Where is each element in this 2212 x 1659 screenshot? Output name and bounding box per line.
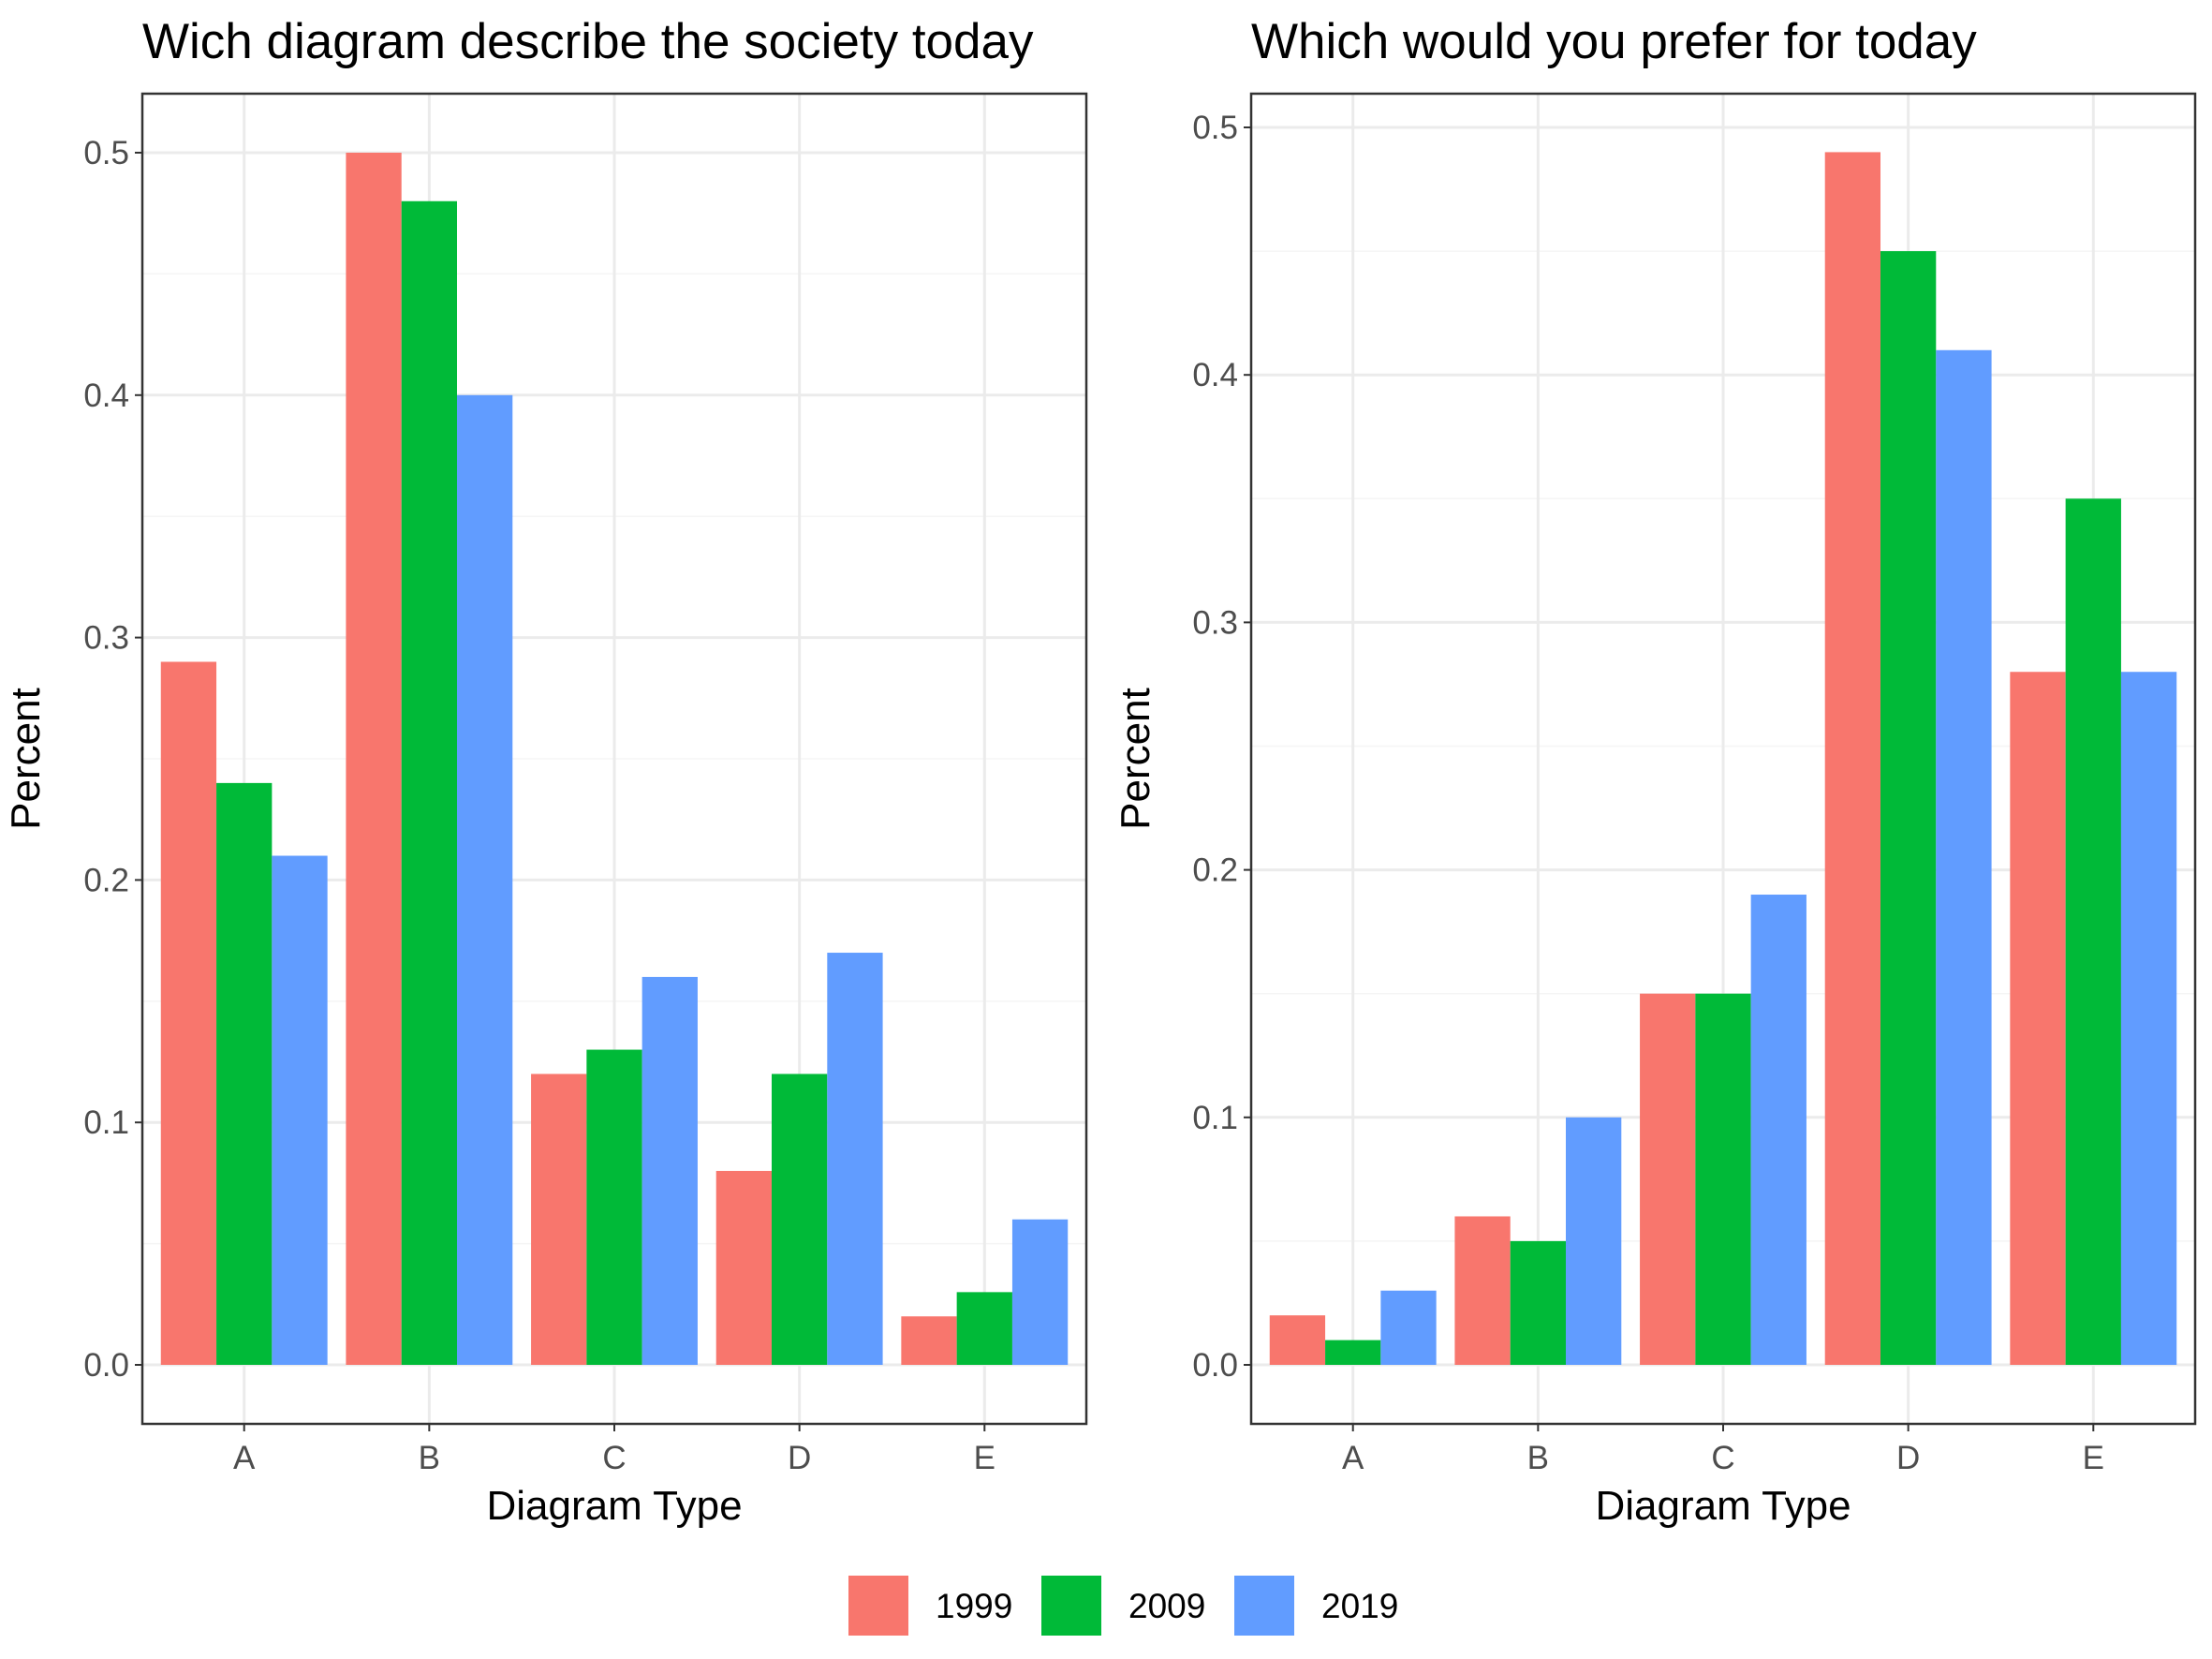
panel-border <box>140 92 1088 1426</box>
y-axis-title: Percent <box>1113 688 1158 830</box>
x-tick-label: A <box>1342 1440 1364 1476</box>
legend-label-1999: 1999 <box>936 1587 1012 1625</box>
y-tick-label: 0.2 <box>83 862 129 898</box>
bar-1999-A <box>160 661 217 1365</box>
x-tick-label: C <box>1711 1440 1734 1476</box>
x-axis-title: Diagram Type <box>1595 1483 1851 1529</box>
y-tick-label: 0.0 <box>1192 1347 1238 1384</box>
bar-2019-E <box>2120 672 2177 1365</box>
y-tick-label: 0.3 <box>83 620 129 657</box>
bar-2019-B <box>457 394 513 1365</box>
bar-2009-A <box>216 782 273 1365</box>
y-tick-label: 0.1 <box>83 1104 129 1141</box>
bar-2009-D <box>772 1074 828 1365</box>
legend-swatch-1999 <box>848 1576 908 1636</box>
bar-1999-B <box>346 153 402 1365</box>
x-tick-label: D <box>788 1440 811 1476</box>
bar-1999-B <box>1454 1216 1511 1365</box>
x-tick-label: A <box>233 1440 256 1476</box>
bar-1999-C <box>531 1074 587 1365</box>
bar-2019-A <box>1380 1290 1437 1365</box>
legend-label-2009: 2009 <box>1128 1587 1205 1625</box>
bar-2009-C <box>586 1049 642 1365</box>
y-tick-label: 0.4 <box>83 378 129 414</box>
bar-2009-B <box>401 200 457 1365</box>
bar-2009-B <box>1510 1240 1566 1365</box>
x-tick-label: E <box>2083 1440 2104 1476</box>
chart-title: Which would you prefer for today <box>1251 14 1977 69</box>
legend-swatch-2019 <box>1234 1576 1294 1636</box>
x-tick-label: C <box>602 1440 626 1476</box>
chart-title: Wich diagram describe the society today <box>142 14 1034 69</box>
x-tick-label: D <box>1896 1440 1920 1476</box>
panel-border <box>1249 92 2197 1426</box>
bar-1999-E <box>2010 672 2066 1365</box>
bar-2019-B <box>1566 1117 1622 1365</box>
bar-1999-D <box>1824 152 1880 1365</box>
y-tick-label: 0.3 <box>1192 604 1238 641</box>
bar-2019-C <box>641 976 698 1365</box>
x-tick-label: E <box>974 1440 995 1476</box>
bar-2019-D <box>827 953 883 1365</box>
y-tick-label: 0.2 <box>1192 852 1238 889</box>
bar-1999-A <box>1269 1315 1326 1365</box>
bar-2009-E <box>956 1292 1012 1365</box>
x-tick-label: B <box>419 1440 440 1476</box>
y-tick-label: 0.1 <box>1192 1100 1238 1136</box>
bar-2019-E <box>1011 1219 1069 1365</box>
y-tick-label: 0.0 <box>83 1347 129 1384</box>
bar-2009-C <box>1695 993 1751 1365</box>
bar-2019-C <box>1750 895 1806 1365</box>
x-axis-title: Diagram Type <box>486 1483 742 1529</box>
chart-panel-1: 0.0 0.1 0.2 0.3 0.4 0.5 A B C D E Wich diagram desc… <box>3 14 1088 1529</box>
legend-swatch-2009 <box>1041 1576 1101 1636</box>
y-axis-title: Percent <box>3 688 49 830</box>
bar-2009-D <box>1880 251 1937 1366</box>
bar-2019-D <box>1936 349 1992 1365</box>
bar-1999-D <box>715 1170 772 1365</box>
bar-2009-E <box>2065 498 2121 1365</box>
chart-panel-2: 0.0 0.1 0.2 0.3 0.4 0.5 A B C D E Which would you p… <box>1113 14 2197 1529</box>
y-tick-label: 0.4 <box>1192 357 1238 393</box>
bar-2009-A <box>1325 1340 1381 1365</box>
x-tick-label: B <box>1527 1440 1549 1476</box>
y-tick-label: 0.5 <box>83 135 129 171</box>
bar-1999-C <box>1640 993 1696 1365</box>
legend: 1999 2009 2019 <box>848 1576 1398 1636</box>
legend-label-2019: 2019 <box>1321 1587 1398 1625</box>
bar-1999-E <box>901 1316 957 1365</box>
y-tick-label: 0.5 <box>1192 110 1238 146</box>
bar-2019-A <box>272 855 328 1365</box>
